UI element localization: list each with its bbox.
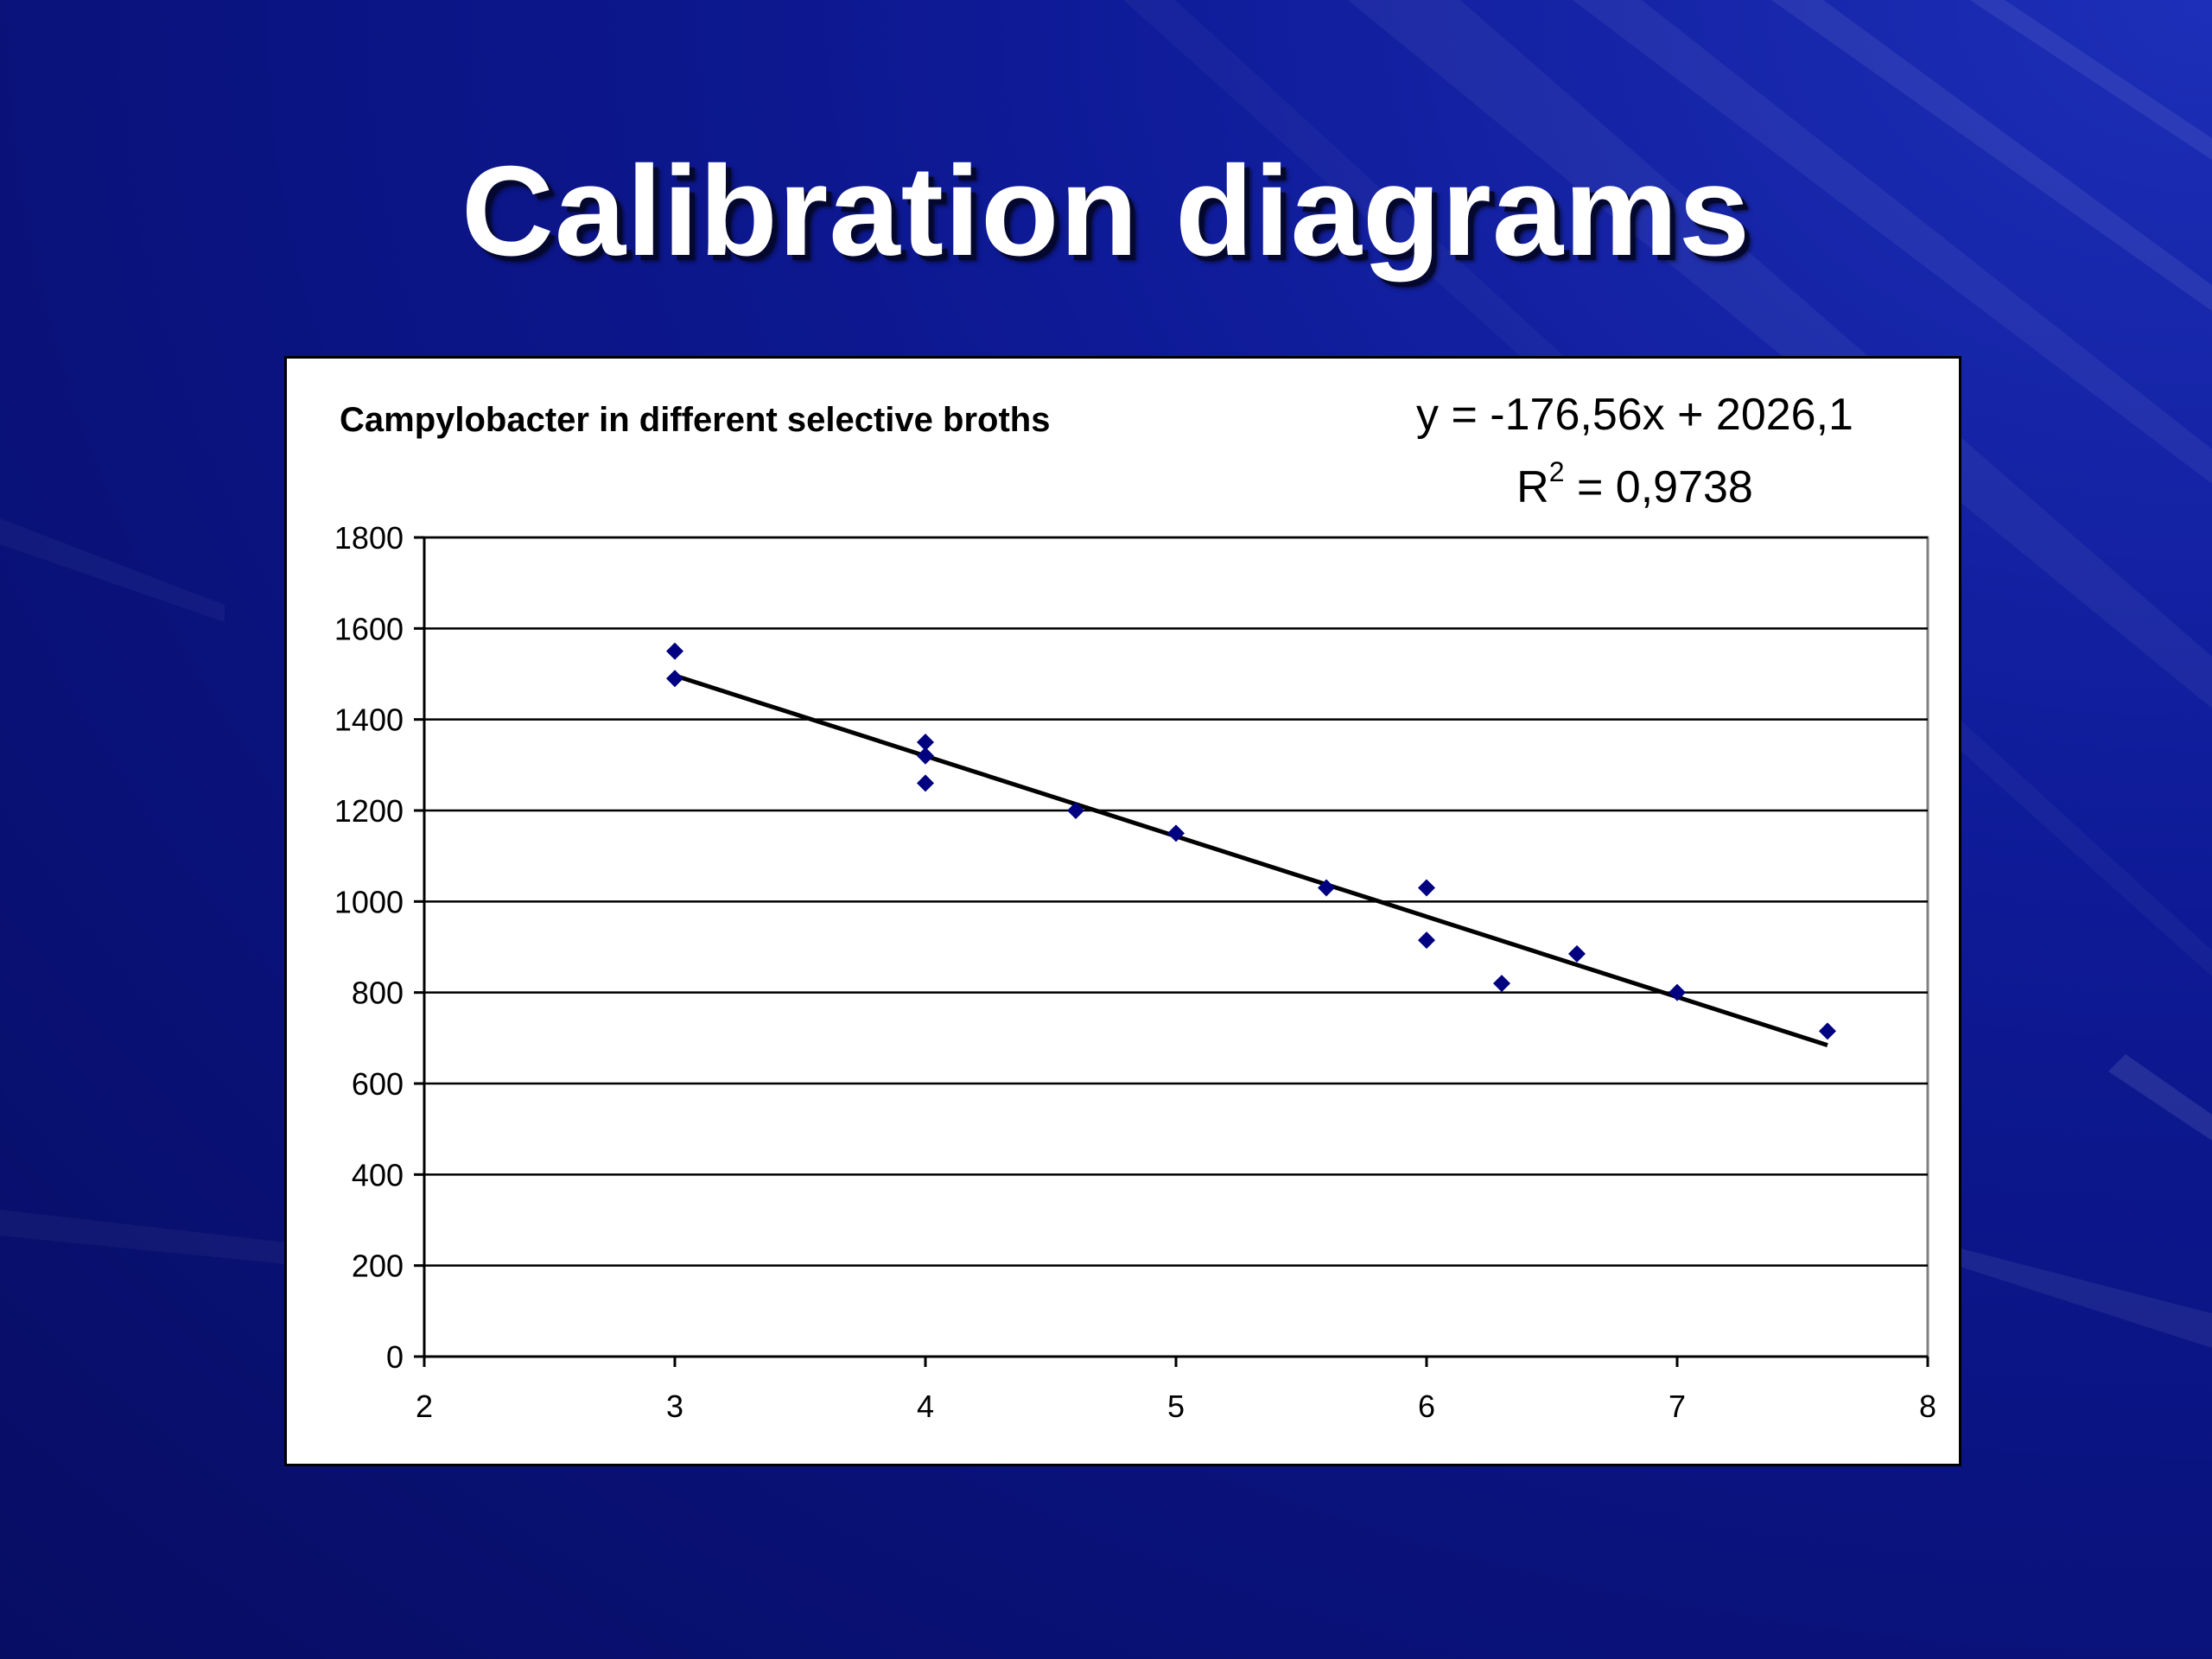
x-tick-label: 3 [666, 1389, 683, 1424]
data-point [1669, 983, 1686, 1001]
slide-title: Calibration diagrams [461, 140, 1751, 283]
chart-frame: Campylobacter in different selective bro… [284, 356, 1961, 1466]
data-point [1418, 931, 1435, 950]
y-tick-label: 1200 [334, 793, 404, 829]
x-tick-label: 5 [1167, 1389, 1185, 1424]
x-tick-label: 6 [1418, 1389, 1435, 1424]
plot-area-border [423, 536, 1929, 1358]
y-tick-label: 1400 [334, 702, 404, 738]
r2-superscript: 2 [1549, 456, 1565, 487]
y-tick-label: 600 [352, 1066, 404, 1102]
data-point [1493, 975, 1510, 993]
y-tick-label: 1800 [334, 520, 404, 556]
x-tick-label: 7 [1669, 1389, 1686, 1424]
y-tick-label: 800 [352, 976, 404, 1011]
trendline [674, 673, 1828, 1048]
data-point [1167, 824, 1185, 842]
data-point [1418, 879, 1435, 897]
trendline-r2-label: R2 = 0,9738 [1516, 456, 1753, 512]
chart-title: Campylobacter in different selective bro… [340, 401, 1050, 439]
y-tick-label: 0 [386, 1339, 404, 1375]
x-tick-label: 4 [917, 1389, 934, 1424]
data-point [1568, 944, 1586, 963]
y-tick-label: 200 [352, 1249, 404, 1284]
plot-area: 0 200 400 600 800 1000 1200 1400 1600 1800 2 3 4 5 6 7 8 [334, 520, 1936, 1424]
r2-value: = 0,9738 [1565, 462, 1753, 512]
data-point [917, 774, 934, 792]
data-point [666, 670, 683, 688]
y-tick-label: 1000 [334, 884, 404, 919]
r2-prefix: R [1516, 462, 1549, 512]
data-point [917, 734, 934, 751]
y-tick-label: 1600 [334, 611, 404, 646]
data-point [1819, 1022, 1836, 1040]
x-tick-label: 2 [416, 1389, 433, 1424]
data-point [917, 747, 934, 765]
trendline-equation-label: y = -176,56x + 2026,1 [1416, 390, 1853, 440]
data-point [1067, 802, 1084, 819]
y-tick-label: 400 [352, 1157, 404, 1192]
data-point [1318, 879, 1335, 897]
x-tick-label: 8 [1919, 1389, 1936, 1424]
data-point [666, 642, 683, 660]
scatter-chart: Campylobacter in different selective bro… [334, 390, 1936, 1424]
